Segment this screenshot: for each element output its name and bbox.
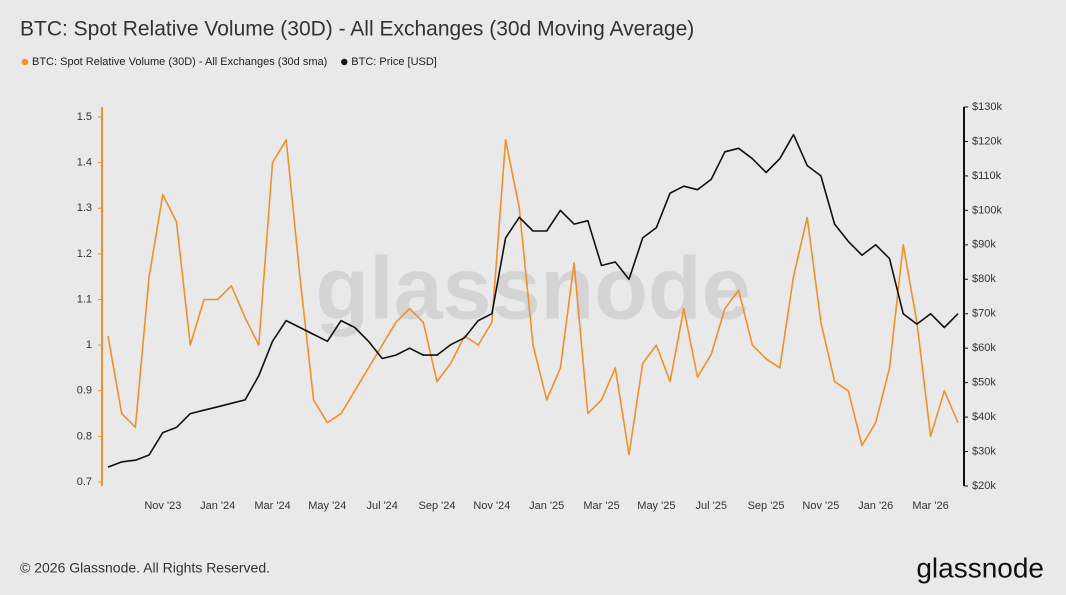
legend: BTC: Spot Relative Volume (30D) - All Ex… [21,56,437,68]
y2-tick-label: $30k [972,445,996,457]
y2-tick-label: $60k [972,342,996,354]
y-tick-label: 0.8 [77,430,92,442]
y-tick-label: 0.9 [77,385,92,397]
y-tick-label: 1.1 [77,293,92,305]
y2-tick-label: $20k [972,480,996,492]
series-line [107,139,959,456]
legend-label: BTC: Price [USD] [351,56,437,68]
x-tick-label: May '24 [308,500,346,512]
legend-marker [341,58,348,66]
watermark: glassnode [315,238,750,337]
x-tick-label: Jan '25 [529,500,564,512]
x-tick-label: Nov '25 [802,500,839,512]
y2-tick-label: $90k [972,239,996,251]
y2-tick-label: $120k [972,135,1002,147]
y-tick-label: 0.7 [77,476,92,488]
copyright: © 2026 Glassnode. All Rights Reserved. [20,560,270,576]
x-tick-label: Nov '24 [473,500,510,512]
x-tick-label: Sep '24 [419,500,456,512]
x-tick-label: Jan '26 [858,500,893,512]
x-tick-label: Mar '25 [583,500,619,512]
y2-tick-label: $110k [972,170,1002,182]
x-tick-label: Jul '24 [366,500,397,512]
x-tick-label: Mar '26 [912,500,948,512]
legend-label: BTC: Spot Relative Volume (30D) - All Ex… [32,56,327,68]
y2-tick-label: $130k [972,101,1002,113]
y-tick-label: 1.4 [77,157,92,169]
series-line [107,133,959,468]
x-tick-label: Jan '24 [200,500,235,512]
y2-tick-label: $100k [972,204,1002,216]
legend-marker [21,58,29,66]
y2-tick-label: $70k [972,308,996,320]
y2-tick-label: $40k [972,411,996,423]
x-tick-label: Nov '23 [144,500,181,512]
y-tick-label: 1 [86,339,92,351]
y-tick-label: 1.2 [77,248,92,260]
chart-title: BTC: Spot Relative Volume (30D) - All Ex… [20,18,694,41]
x-tick-label: Sep '25 [748,500,785,512]
x-tick-label: May '25 [637,500,675,512]
y2-tick-label: $80k [972,273,996,285]
x-tick-label: Jul '25 [695,500,726,512]
x-tick-label: Mar '24 [254,500,290,512]
y-tick-label: 1.5 [77,111,92,123]
logo: glassnode [916,552,1044,583]
y2-tick-label: $50k [972,377,996,389]
y-tick-label: 1.3 [77,202,92,214]
